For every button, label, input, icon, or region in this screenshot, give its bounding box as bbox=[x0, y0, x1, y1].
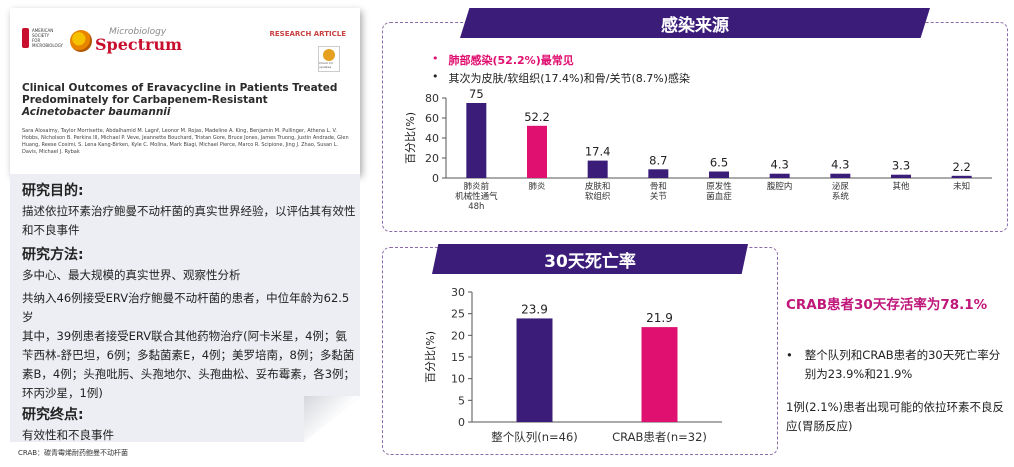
journal-logo: Microbiology Spectrum bbox=[70, 28, 182, 53]
journal-logo-icon bbox=[70, 29, 92, 52]
bullet-dot-icon: • bbox=[432, 52, 439, 65]
y-tick-label: 60 bbox=[425, 112, 439, 125]
bar bbox=[466, 103, 487, 178]
paper-authors: Sara Alosaimy, Taylor Morrisette, Abdalh… bbox=[22, 128, 349, 155]
journal-top-word: Microbiology bbox=[109, 27, 167, 37]
bar bbox=[769, 173, 790, 178]
y-tick-label: 0 bbox=[458, 416, 465, 429]
bar bbox=[527, 125, 547, 178]
data-label: 4.3 bbox=[771, 158, 789, 172]
x-tick-label: 关节 bbox=[650, 191, 668, 202]
x-tick-label: 整个队列(n=46) bbox=[491, 430, 578, 444]
article-type-label: RESEARCH ARTICLE bbox=[269, 30, 347, 38]
check-updates-text: Check for updates bbox=[319, 61, 334, 69]
asm-logo-mark bbox=[22, 28, 29, 48]
bar bbox=[648, 169, 669, 178]
data-label: 75 bbox=[469, 87, 484, 101]
journal-name: Spectrum bbox=[95, 35, 183, 54]
x-tick-label: 其他 bbox=[892, 181, 910, 192]
x-tick-label: CRAB患者(n=32) bbox=[612, 430, 707, 444]
y-tick-label: 80 bbox=[425, 92, 439, 105]
check-for-updates-badge[interactable]: Check for updates bbox=[318, 46, 340, 72]
footnote: CRAB：碳青霉烯耐药鲍曼不动杆菌 bbox=[18, 449, 129, 457]
endpoint-text: 有效性和不良事件 bbox=[22, 428, 114, 442]
y-axis-label: 百分比(%) bbox=[424, 331, 437, 383]
mortality-chart: 百分比(%) 0 5 10 15 20 25 30 23.9 整个队列(n=46) 21.9 CRAB… bbox=[424, 286, 722, 444]
purpose-heading: 研究目的: bbox=[22, 183, 84, 199]
bullet-dot-icon: • bbox=[432, 70, 439, 83]
x-tick-label: 系统 bbox=[832, 191, 850, 202]
study-summary-sheet bbox=[10, 174, 360, 442]
paper-title-main: Clinical Outcomes of Eravacycline in Pat… bbox=[22, 82, 338, 106]
infection-bullet-2: • 其次为皮肤/软组织(17.4%)和骨/关节(8.7%)感染 bbox=[432, 70, 690, 86]
data-label: 23.9 bbox=[521, 302, 548, 316]
bar bbox=[516, 318, 553, 422]
y-tick-label: 30 bbox=[451, 286, 465, 299]
x-tick-label: 腹腔内 bbox=[767, 181, 793, 192]
x-tick-label: 软组织 bbox=[585, 191, 611, 202]
bullet-dot-icon: • bbox=[786, 348, 793, 362]
method-text-2: 共纳入46例接受ERV治疗鲍曼不动杆菌的患者，中位年龄为62.5岁 bbox=[22, 291, 350, 324]
paper-title: Clinical Outcomes of Eravacycline in Pat… bbox=[22, 82, 352, 118]
paper-card: AMERICAN SOCIETY FOR MICROBIOLOGY Microb… bbox=[10, 8, 360, 174]
data-label: 4.3 bbox=[831, 158, 849, 172]
x-tick-label: 皮肤和 bbox=[585, 181, 611, 192]
method-text-3: 其中，39例患者接受ERV联合其他药物治疗(阿卡米星，4例；氨苄西林-舒巴坦，6… bbox=[22, 329, 356, 400]
y-tick-label: 5 bbox=[458, 394, 465, 407]
x-tick-label: 原发性 bbox=[706, 181, 732, 192]
crab-survival-headline: CRAB患者30天存活率为78.1% bbox=[786, 297, 988, 313]
mortality-bullet: • 整个队列和CRAB患者的30天死亡率分别为23.9%和21.9% bbox=[786, 346, 1008, 384]
data-label: 17.4 bbox=[585, 145, 611, 159]
x-tick-label: 48h bbox=[468, 202, 484, 212]
bar bbox=[709, 171, 729, 178]
mortality-banner: 30天死亡率 bbox=[432, 244, 748, 274]
x-tick-label: 骨和 bbox=[650, 182, 667, 192]
x-tick-label: 机械性通气 bbox=[455, 191, 498, 202]
y-tick-label: 20 bbox=[451, 329, 465, 342]
method-heading: 研究方法: bbox=[22, 247, 84, 263]
y-tick-label: 15 bbox=[451, 351, 465, 364]
bar bbox=[951, 175, 972, 178]
data-label: 21.9 bbox=[646, 311, 673, 325]
bar bbox=[587, 160, 608, 178]
method-text-1: 多中心、最大规模的真实世界、观察性分析 bbox=[22, 268, 241, 282]
data-label: 2.2 bbox=[953, 160, 971, 174]
infection-source-banner: 感染来源 bbox=[460, 8, 930, 38]
x-tick-label: 肺炎 bbox=[528, 182, 546, 192]
x-tick-label: 泌尿 bbox=[832, 181, 850, 192]
data-label: 6.5 bbox=[710, 156, 728, 170]
paper-title-italic: Acinetobacter baumannii bbox=[22, 106, 171, 118]
asm-logo: AMERICAN SOCIETY FOR MICROBIOLOGY bbox=[22, 28, 64, 54]
bar bbox=[891, 174, 911, 178]
y-tick-label: 10 bbox=[451, 373, 465, 386]
mortality-bullet-text: 整个队列和CRAB患者的30天死亡率分别为23.9%和21.9% bbox=[804, 348, 1001, 381]
bar bbox=[641, 327, 678, 422]
infection-bullet-2-text: 其次为皮肤/软组织(17.4%)和骨/关节(8.7%)感染 bbox=[448, 72, 690, 85]
y-tick-label: 20 bbox=[425, 152, 439, 165]
adverse-reaction-text: 1例(2.1%)患者出现可能的依拉环素不良反应(胃肠反应) bbox=[786, 400, 1005, 433]
x-tick-label: 肺炎前 bbox=[464, 181, 490, 192]
y-tick-label: 0 bbox=[432, 172, 439, 185]
y-tick-label: 25 bbox=[451, 308, 465, 321]
y-tick-label: 40 bbox=[425, 132, 439, 145]
purpose-text: 描述依拉环素治疗鲍曼不动杆菌的真实世界经验，以评估其有效性和不良事件 bbox=[22, 204, 356, 237]
endpoint-heading: 研究终点: bbox=[22, 407, 84, 423]
bar bbox=[830, 173, 851, 178]
infection-bullet-1: • 肺部感染(52.2%)最常见 bbox=[432, 52, 574, 68]
check-updates-icon bbox=[323, 49, 335, 61]
y-axis-label: 百分比(%) bbox=[404, 112, 417, 164]
data-label: 52.2 bbox=[524, 110, 550, 124]
asm-logo-text: AMERICAN SOCIETY FOR MICROBIOLOGY bbox=[32, 28, 64, 48]
data-label: 3.3 bbox=[892, 159, 910, 173]
data-label: 8.7 bbox=[649, 153, 667, 167]
x-tick-label: 菌血症 bbox=[706, 191, 732, 202]
x-tick-label: 未知 bbox=[953, 181, 970, 192]
infection-bullet-1-text: 肺部感染(52.2%)最常见 bbox=[448, 54, 574, 67]
